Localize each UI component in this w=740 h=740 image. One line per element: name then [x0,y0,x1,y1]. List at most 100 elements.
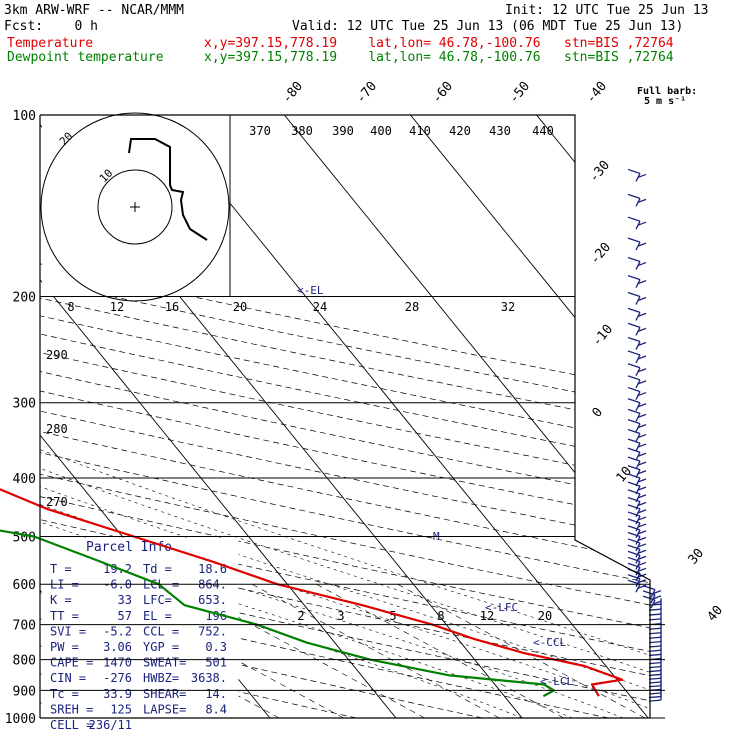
pressure-tick-label: 600 [13,578,36,593]
parcel-key: CCL = [143,624,179,638]
theta-e-top-label: 28 [405,300,419,314]
wind-barbs [627,168,662,702]
theta-label: 410 [409,124,431,138]
dewpoint-legend-label: Dewpoint temperature [7,50,164,65]
theta-label: 380 [291,124,313,138]
isotherm-line [284,115,650,718]
theta-label: 420 [449,124,471,138]
wind-barb [627,307,647,321]
parcel-key: CELL = [50,718,93,732]
theta-e-label: 280 [46,422,68,436]
parcel-value: 14. [205,687,227,701]
parcel-box-bg [41,537,239,730]
theta-label: 400 [370,124,392,138]
wind-barb [627,518,647,532]
wind-barb [648,694,662,702]
wind-barb [627,375,647,389]
moist-adiabat [40,296,624,718]
parcel-info-title: Parcel Info [86,540,172,555]
parcel-value: 18.6 [198,562,227,576]
mixing-ratio-label: 2 [297,609,304,623]
wind-barb [627,237,647,251]
temperature-legend-label: Temperature [7,36,94,51]
temperature-tick-label: -50 [507,79,534,107]
isotherm-line [40,115,397,718]
pressure-tick-label: 900 [13,684,36,699]
parcel-key: PW = [50,640,79,654]
parcel-value: 501 [205,656,227,670]
wind-barb [627,350,647,364]
wind-barb [627,531,647,545]
parcel-key: EL = [143,609,172,623]
dry-adiabat [40,115,650,718]
wind-barb [642,595,662,609]
wind-barb [627,275,647,288]
parcel-key: Td = [143,562,172,576]
theta-e-top-label: 24 [313,300,327,314]
wind-barb [627,525,647,539]
theta-e-top-label: 20 [233,300,247,314]
pressure-tick-label: 200 [13,291,36,306]
barb-legend-line1: Full barb: [637,86,697,97]
dry-adiabat [40,115,650,718]
moist-adiabat [40,296,650,718]
parcel-value: -276 [103,671,132,685]
wind-barb [627,408,647,422]
theta-e-top-label: 16 [165,300,179,314]
ccl-marker: <-CCL [533,636,566,649]
mixing-ratio-label: 8 [437,609,444,623]
moist-adiabat [40,296,523,718]
moist-adiabat [40,296,573,718]
theta-label: 430 [489,124,511,138]
theta-e-top-label: 12 [110,300,124,314]
hodograph-trace [128,138,208,241]
wind-barb [648,639,662,648]
barb-legend-line2: 5 m s⁻¹ [644,96,686,107]
mixing-ratio-label: 3 [337,609,344,623]
parcel-value: 3638. [191,671,227,685]
mixing-ratio-label: 5 [389,609,396,623]
wind-barb [627,322,647,336]
wind-barb [627,256,647,270]
wind-barb [627,336,647,350]
pressure-tick-label: 800 [13,654,36,669]
hodograph-ring [97,169,173,245]
theta-e-top-label: 32 [501,300,515,314]
temperature-tick-label: 0 [590,405,607,421]
wind-barb [627,447,647,461]
temperature-tick-label: 30 [686,546,708,568]
parcel-key: LFC= [143,593,172,607]
wind-barb [627,511,647,525]
parcel-value: 57 [118,609,132,623]
wind-barb [648,644,662,652]
wind-barb [648,656,662,665]
theta-label: 370 [249,124,271,138]
isotherm-line [663,115,740,718]
temperature-tick-label: -10 [590,322,617,350]
parcel-value: 33 [118,593,132,607]
parcel-key: CAPE = [50,656,93,670]
theta-e-top-label: 8 [67,300,74,314]
isotherm-line [410,115,650,718]
parcel-key: HWBZ= [143,671,179,685]
parcel-value: 125 [110,702,132,716]
pressure-tick-label: 1000 [5,712,36,727]
wind-barb [627,428,647,442]
dry-adiabat [40,115,650,718]
temperature-tick-label: -80 [280,79,307,107]
parcel-value: 236/11 [89,718,132,732]
parcel-value: 752. [198,624,227,638]
theta-e-label: 270 [46,495,68,509]
wind-barb [627,556,647,570]
temperature-tick-label: -70 [354,79,381,107]
parcel-value: 33.9 [103,687,132,701]
parcel-value: -5.2 [103,624,132,638]
wind-barb [627,544,647,558]
wind-barb [627,419,647,432]
init-time: Init: 12 UTC Tue 25 Jun 13 [505,3,709,18]
parcel-key: TT = [50,609,79,623]
pressure-tick-label: 700 [13,619,36,634]
